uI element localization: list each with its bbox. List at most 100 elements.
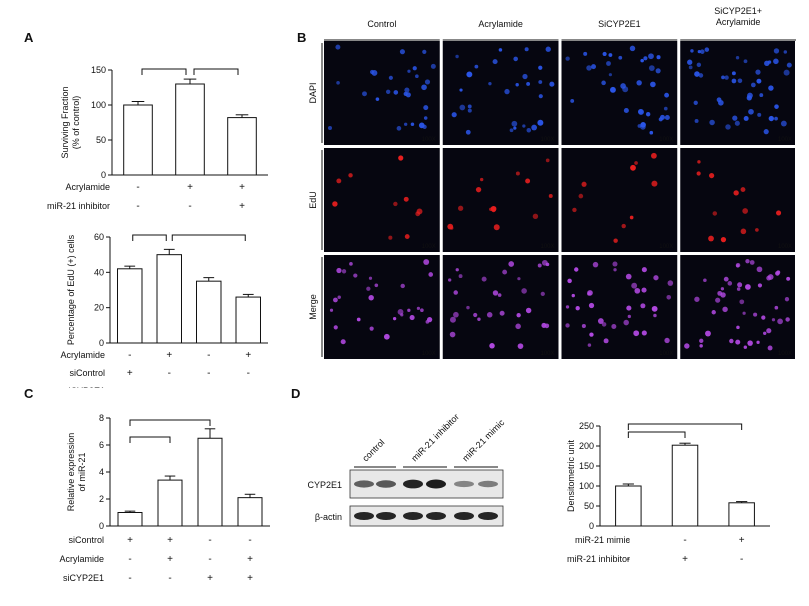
- cell-nucleus: [565, 323, 570, 328]
- cell-nucleus: [393, 201, 398, 207]
- cell-nucleus: [388, 235, 393, 240]
- bar: [728, 502, 755, 527]
- cell-nucleus: [757, 112, 762, 117]
- cell-nucleus: [366, 286, 371, 291]
- condition-sign: -: [168, 573, 171, 584]
- condition-sign: +: [187, 182, 193, 193]
- cell-nucleus: [773, 48, 780, 54]
- cell-nucleus: [720, 237, 727, 243]
- bar: [196, 280, 222, 344]
- cell-nucleus: [641, 287, 647, 293]
- cell-nucleus: [513, 126, 517, 130]
- cell-nucleus: [696, 171, 701, 176]
- cell-nucleus: [517, 277, 521, 281]
- cell-nucleus: [474, 64, 479, 69]
- cell-nucleus: [385, 89, 391, 94]
- cell-nucleus: [416, 208, 423, 215]
- cell-nucleus: [383, 333, 390, 340]
- cell-nucleus: [362, 91, 367, 97]
- cell-nucleus: [422, 49, 427, 54]
- microscopy-image: 100X: [680, 41, 795, 145]
- cell-nucleus: [666, 294, 672, 300]
- condition-sign: -: [136, 182, 139, 193]
- cell-nucleus: [336, 178, 342, 184]
- cell-nucleus: [423, 116, 428, 120]
- cell-nucleus: [786, 62, 792, 68]
- cell-nucleus: [608, 73, 612, 77]
- cell-nucleus: [651, 152, 657, 159]
- cell-nucleus: [699, 344, 703, 348]
- cell-nucleus: [776, 210, 782, 216]
- magnification-label: 100X: [540, 351, 554, 357]
- cell-nucleus: [774, 116, 778, 121]
- microscopy-background: [561, 148, 678, 252]
- cell-nucleus: [396, 126, 402, 131]
- bar: [156, 254, 182, 344]
- microscopy-background: [442, 148, 559, 252]
- cell-nucleus: [587, 343, 592, 347]
- magnification-label: 100X: [778, 351, 792, 357]
- significance-bracket: [627, 431, 686, 438]
- cell-nucleus: [420, 308, 424, 313]
- cell-nucleus: [636, 80, 642, 86]
- cell-nucleus: [705, 330, 711, 337]
- cell-nucleus: [430, 63, 436, 69]
- cell-nucleus: [630, 164, 636, 171]
- condition-sign: +: [245, 350, 251, 361]
- microscopy-background: [561, 255, 678, 359]
- cell-nucleus: [488, 81, 492, 86]
- cell-nucleus: [397, 309, 404, 315]
- cell-nucleus: [509, 128, 514, 133]
- cell-nucleus: [565, 56, 570, 61]
- microscopy-image: 100X: [442, 41, 559, 145]
- cell-nucleus: [369, 326, 374, 331]
- cell-nucleus: [399, 49, 405, 55]
- cell-nucleus: [423, 105, 429, 111]
- cell-nucleus: [748, 108, 754, 115]
- cell-nucleus: [515, 323, 521, 330]
- cell-nucleus: [589, 332, 594, 337]
- actin-band: [426, 512, 446, 520]
- cell-nucleus: [641, 267, 647, 273]
- actin-band: [478, 512, 498, 520]
- cell-nucleus: [745, 284, 751, 290]
- cell-nucleus: [336, 267, 342, 274]
- condition-sign: -: [136, 201, 139, 212]
- cell-nucleus: [613, 238, 618, 243]
- microscopy-column-header: SiCYP2E1+: [714, 6, 762, 16]
- condition-label: Acrylamide: [59, 554, 104, 564]
- cell-nucleus: [740, 228, 747, 235]
- cell-nucleus: [400, 283, 405, 289]
- condition-sign: +: [167, 535, 173, 546]
- chart-edu-percentage: 0 20 40 60 Percentage of EdU (+) cells Acryla…: [60, 232, 268, 388]
- cell-nucleus: [513, 56, 518, 62]
- cell-nucleus: [489, 207, 493, 211]
- condition-sign: +: [247, 554, 253, 565]
- actin-band: [376, 512, 396, 520]
- y-axis-label: Surviving Fraction: [60, 86, 70, 158]
- cell-nucleus: [423, 259, 430, 265]
- cell-nucleus: [540, 291, 545, 297]
- condition-sign: +: [247, 573, 253, 584]
- cell-nucleus: [353, 273, 358, 278]
- microscopy-image: 100X: [561, 148, 678, 252]
- microscopy-row-label: EdU: [308, 191, 318, 209]
- cell-nucleus: [597, 318, 604, 324]
- cell-nucleus: [497, 293, 502, 297]
- cell-nucleus: [486, 312, 493, 318]
- cell-nucleus: [403, 196, 409, 202]
- microscopy-background: [442, 255, 559, 359]
- cell-nucleus: [498, 48, 503, 52]
- cell-nucleus: [773, 58, 779, 65]
- cell-nucleus: [515, 171, 520, 176]
- cell-nucleus: [693, 100, 698, 105]
- cell-nucleus: [626, 305, 632, 311]
- cell-nucleus: [333, 297, 338, 303]
- cell-nucleus: [720, 287, 725, 291]
- cell-nucleus: [587, 290, 593, 296]
- microscopy-image: 100X: [442, 148, 559, 252]
- cell-nucleus: [637, 109, 643, 114]
- cell-nucleus: [735, 56, 740, 60]
- condition-sign: +: [166, 350, 172, 361]
- cell-nucleus: [731, 78, 737, 84]
